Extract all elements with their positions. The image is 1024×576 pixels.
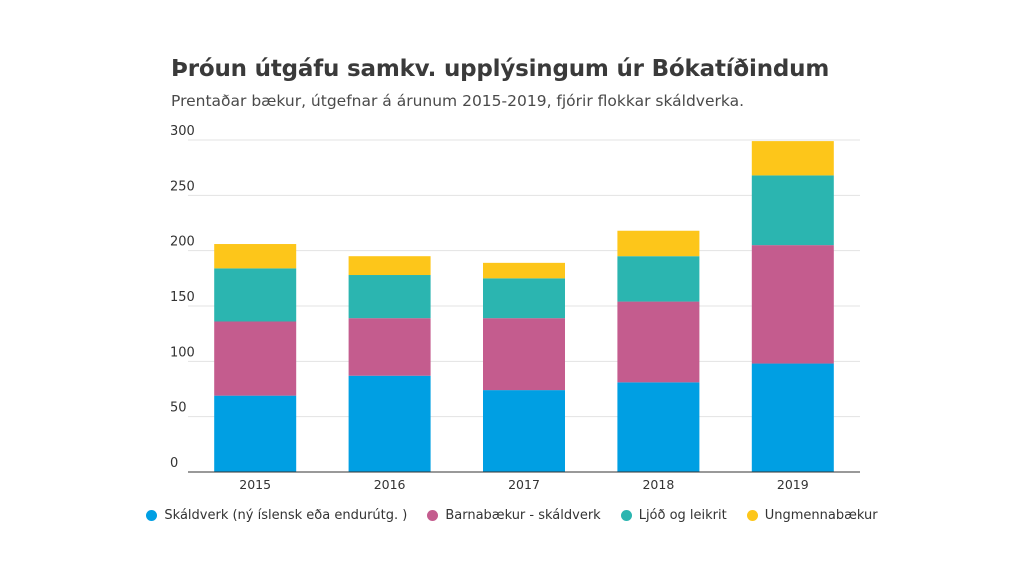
legend-item: Ljóð og leikrit — [620, 508, 727, 523]
x-tick-label: 2019 — [777, 477, 809, 492]
bar-segment — [214, 268, 297, 322]
bar-segment — [751, 363, 834, 472]
legend-swatch — [746, 510, 758, 521]
legend-swatch — [427, 510, 439, 521]
legend-label: Skáldverk (ný íslensk eða endurútg. ) — [164, 508, 408, 523]
bar-segment — [617, 256, 700, 302]
y-tick-label: 100 — [170, 345, 195, 360]
y-tick-label: 200 — [170, 235, 195, 250]
y-tick-label: 150 — [170, 290, 195, 305]
legend-label: Ljóð og leikrit — [638, 508, 727, 523]
bar-segment — [348, 318, 431, 376]
bar-segment — [214, 244, 297, 269]
bar-segment — [348, 375, 431, 472]
bar-segment — [348, 256, 431, 276]
bar-segment — [214, 321, 297, 396]
legend-swatch — [146, 510, 158, 521]
bar-segment — [214, 395, 297, 472]
chart-title: Þróun útgáfu samkv. upplýsingum úr Bókat… — [171, 56, 830, 82]
x-tick-label: 2016 — [374, 477, 406, 492]
legend-swatch — [620, 510, 632, 521]
y-tick-label: 300 — [170, 124, 195, 139]
bar-segment — [617, 301, 700, 383]
legend-label: Ungmennabækur — [764, 508, 878, 523]
bars — [214, 141, 834, 472]
x-axis-tick-labels: 2015 2016 2017 2018 2019 — [239, 477, 808, 492]
bar-segment — [617, 230, 700, 257]
y-axis-tick-labels: 0 50 100 150 200 250 300 — [170, 124, 195, 471]
y-tick-label: 250 — [170, 179, 195, 194]
chart-subtitle: Prentaðar bækur, útgefnar á árunum 2015-… — [171, 92, 745, 110]
bar-segment — [751, 245, 834, 364]
legend-item: Barnabækur - skáldverk — [427, 508, 601, 523]
bar-segment — [348, 275, 431, 319]
bar-segment — [483, 278, 565, 319]
x-tick-label: 2018 — [642, 477, 674, 492]
legend-item: Ungmennabækur — [746, 508, 878, 523]
bar-segment — [617, 382, 700, 472]
bar-segment — [483, 262, 565, 279]
bar-segment — [483, 390, 565, 472]
legend-item: Skáldverk (ný íslensk eða endurútg. ) — [146, 508, 407, 523]
bar-segment — [483, 318, 565, 391]
x-tick-label: 2015 — [239, 477, 271, 492]
legend: Skáldverk (ný íslensk eða endurútg. ) Bar… — [0, 508, 1024, 523]
legend-label: Barnabækur - skáldverk — [445, 508, 601, 523]
x-tick-label: 2017 — [508, 477, 540, 492]
bar-segment — [751, 175, 834, 246]
bar-segment — [751, 141, 834, 176]
y-tick-label: 0 — [170, 456, 178, 471]
y-tick-label: 50 — [170, 401, 187, 416]
